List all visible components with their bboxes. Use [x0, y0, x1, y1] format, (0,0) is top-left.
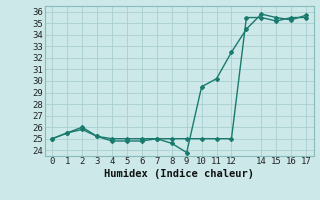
X-axis label: Humidex (Indice chaleur): Humidex (Indice chaleur)	[104, 169, 254, 179]
